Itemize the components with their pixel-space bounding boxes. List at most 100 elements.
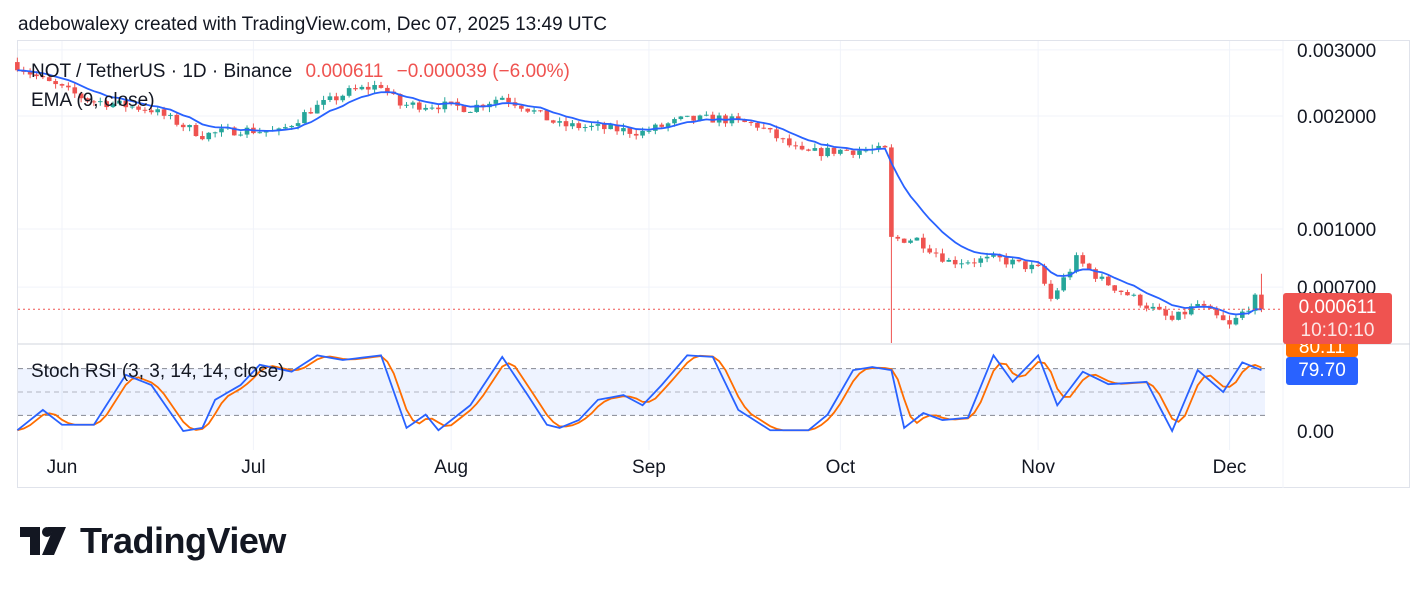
candle-body [844, 149, 850, 151]
candle-body [576, 123, 582, 129]
candle-body [1220, 315, 1226, 321]
candle-body [1214, 308, 1220, 316]
candle-body [831, 147, 837, 154]
legend-ema[interactable]: EMA (9, close) [31, 90, 155, 111]
candle-body [646, 130, 652, 132]
candle-body [946, 259, 952, 262]
x-tick-label: Jun [47, 457, 78, 478]
candle-body [423, 107, 428, 110]
last-price-tag: 0.000611 10:10:10 [1283, 293, 1392, 344]
candle-body [1246, 310, 1251, 312]
candle-body [1163, 309, 1169, 316]
candle-body [78, 93, 84, 99]
candle-body [219, 128, 224, 133]
candle-body [640, 130, 645, 136]
candle-body [1029, 264, 1035, 270]
candle-body [774, 129, 779, 139]
tradingview-logo-text: TradingView [80, 520, 286, 561]
candle-body [857, 150, 862, 155]
candle-body [972, 262, 977, 264]
candle-body [1195, 303, 1200, 307]
chart-attribution: adebowalexy created with TradingView.com… [18, 14, 607, 35]
candle-body [461, 105, 467, 113]
candle-body [66, 85, 71, 88]
candle-body [168, 114, 173, 116]
candle-body [940, 253, 945, 262]
candle-body [952, 259, 958, 265]
last-price-value: 0.000611 [1298, 297, 1377, 318]
candle-body [442, 101, 448, 110]
legend-symbol[interactable]: NOT / TetherUS · 1D · Binance [31, 61, 293, 82]
candle-body [908, 240, 913, 243]
candle-body [129, 106, 135, 108]
candle-body [550, 120, 556, 123]
candle-body [595, 124, 601, 126]
candle-body [436, 107, 441, 110]
candle-body [1112, 285, 1117, 291]
legend-stoch-rsi[interactable]: Stoch RSI (3, 3, 14, 14, close) [31, 361, 285, 382]
candle-body [627, 128, 633, 134]
candle-body [136, 106, 141, 110]
candle-body [531, 110, 537, 112]
candle-body [767, 128, 773, 130]
candle-body [602, 124, 607, 130]
candle-body [1150, 306, 1156, 309]
candle-body [1201, 303, 1207, 306]
x-tick-label: Aug [434, 457, 468, 478]
candle-body [123, 100, 129, 108]
candle-body [1106, 276, 1111, 286]
candle-body [448, 101, 454, 103]
candle-body [302, 112, 307, 124]
candle-body [1188, 306, 1194, 315]
candle-body [838, 149, 843, 154]
candle-body [416, 102, 422, 110]
candle-body [991, 255, 996, 257]
y-tick-label: 0.001000 [1297, 220, 1376, 241]
stoch-d-line [17, 354, 1262, 432]
candle-body [1227, 320, 1232, 325]
candle-body [231, 127, 237, 136]
candle-body [85, 98, 90, 102]
candle-body [359, 86, 365, 90]
candle-body [1182, 311, 1188, 315]
candle-body [1003, 257, 1009, 265]
tradingview-logo[interactable]: TradingView [20, 520, 286, 562]
candle-body [959, 263, 964, 265]
candle-body [1131, 294, 1137, 296]
candle-body [493, 99, 499, 104]
candle-body [621, 128, 626, 132]
candle-body [340, 95, 346, 101]
candle-body [97, 101, 103, 103]
candle-body [72, 87, 78, 94]
candle-body [614, 124, 620, 132]
candle-body [1086, 263, 1092, 270]
candle-body [474, 104, 479, 112]
candle-body [378, 85, 384, 88]
candle-body [314, 104, 320, 114]
candle-body [397, 94, 403, 106]
legend-price: 0.000611 [305, 61, 384, 82]
candle-body [206, 132, 212, 140]
candle-body [544, 110, 550, 121]
x-tick-label: Sep [632, 457, 666, 478]
stoch-k-value-tag: 79.70 [1286, 357, 1358, 385]
candle-body [200, 136, 205, 140]
candle-body [825, 147, 830, 157]
candle-body [263, 131, 269, 133]
candle-body [117, 100, 122, 104]
candle-body [672, 119, 677, 124]
candle-body [755, 123, 760, 128]
candle-body [1144, 305, 1149, 309]
candle-body [525, 108, 531, 112]
stoch-k-line [16, 353, 1262, 434]
candle-body [1074, 255, 1079, 272]
candle-body [665, 123, 671, 127]
candle-body [429, 107, 435, 109]
stoch-tick-label: 0.00 [1297, 422, 1334, 443]
candle-body [334, 96, 339, 101]
chart-frame[interactable] [17, 40, 1410, 488]
candle-body [289, 125, 294, 128]
candle-body [965, 262, 971, 264]
candle-body [761, 127, 767, 129]
